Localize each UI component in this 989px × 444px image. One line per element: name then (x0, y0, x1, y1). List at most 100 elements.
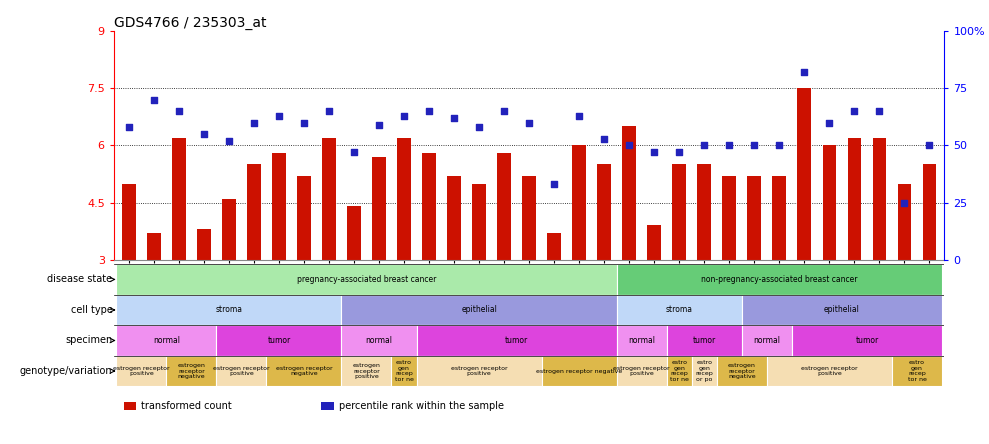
Bar (172, 138, 186, 260)
Bar (872, 138, 886, 260)
Text: non-pregnancy-associated breast cancer: non-pregnancy-associated breast cancer (701, 275, 857, 284)
Bar (297, 176, 311, 260)
Point (221, 137, 236, 144)
Bar (766, 356, 892, 386)
Bar (347, 206, 361, 260)
Bar (472, 183, 486, 260)
Point (546, 181, 562, 188)
Text: stroma: stroma (216, 305, 242, 314)
Text: cell type: cell type (70, 305, 113, 315)
Bar (898, 183, 911, 260)
Bar (266, 356, 341, 386)
Bar (341, 356, 392, 386)
Bar (797, 88, 811, 260)
Text: epithelial: epithelial (824, 305, 859, 314)
Bar (691, 356, 717, 386)
Bar (617, 325, 667, 356)
Text: tumor: tumor (692, 336, 716, 345)
Text: normal: normal (152, 336, 180, 345)
Text: normal: normal (754, 336, 780, 345)
Point (747, 142, 763, 149)
Bar (247, 164, 261, 260)
Bar (648, 226, 661, 260)
Bar (617, 295, 742, 325)
Point (621, 142, 637, 149)
Point (121, 123, 136, 131)
Text: estrogen receptor
positive: estrogen receptor positive (451, 365, 507, 377)
Text: tumor: tumor (855, 336, 878, 345)
Text: estrogen receptor
positive: estrogen receptor positive (213, 365, 270, 377)
Bar (722, 176, 736, 260)
Bar (122, 183, 135, 260)
Bar (416, 356, 542, 386)
Text: genotype/variation: genotype/variation (20, 366, 113, 376)
Point (647, 149, 663, 156)
Point (696, 142, 712, 149)
Bar (197, 229, 211, 260)
Text: disease state: disease state (47, 274, 113, 285)
Bar (667, 325, 742, 356)
Bar (117, 325, 217, 356)
Point (521, 119, 537, 126)
Bar (416, 325, 617, 356)
Bar (117, 295, 341, 325)
Point (421, 107, 437, 115)
Point (771, 142, 787, 149)
Bar (748, 176, 762, 260)
Bar (117, 356, 166, 386)
Text: normal: normal (366, 336, 393, 345)
Bar (497, 153, 511, 260)
Bar (772, 176, 786, 260)
Bar (222, 199, 235, 260)
Text: transformed count: transformed count (141, 401, 232, 411)
Point (271, 112, 287, 119)
Bar (597, 164, 611, 260)
Bar (322, 138, 336, 260)
Text: estrogen receptor negative: estrogen receptor negative (536, 369, 622, 373)
Bar (717, 356, 766, 386)
Bar (617, 356, 667, 386)
Point (847, 107, 862, 115)
Bar (823, 146, 837, 260)
Point (196, 131, 212, 138)
Bar (341, 325, 416, 356)
Text: estrogen
receptor
positive: estrogen receptor positive (352, 363, 381, 379)
Text: estrogen receptor
positive: estrogen receptor positive (613, 365, 670, 377)
Point (672, 149, 687, 156)
Bar (447, 176, 461, 260)
Text: estrogen receptor
positive: estrogen receptor positive (113, 365, 169, 377)
Text: estro
gen
recep
tor ne: estro gen recep tor ne (670, 360, 688, 382)
Text: specimen: specimen (65, 336, 113, 345)
Bar (392, 356, 416, 386)
Bar (217, 356, 266, 386)
Point (496, 107, 512, 115)
Bar (892, 356, 942, 386)
Text: GDS4766 / 235303_at: GDS4766 / 235303_at (114, 16, 266, 30)
Text: pregnancy-associated breast cancer: pregnancy-associated breast cancer (297, 275, 436, 284)
Bar (622, 127, 636, 260)
Bar (617, 264, 942, 295)
Point (721, 142, 737, 149)
Bar (522, 176, 536, 260)
Point (471, 123, 487, 131)
Text: normal: normal (628, 336, 656, 345)
Point (296, 119, 312, 126)
Bar (542, 356, 617, 386)
Text: tumor: tumor (267, 336, 291, 345)
Point (572, 112, 587, 119)
Point (371, 121, 387, 128)
Point (922, 142, 938, 149)
Text: estrogen receptor
negative: estrogen receptor negative (276, 365, 332, 377)
Text: estro
gen
recep
or po: estro gen recep or po (695, 360, 713, 382)
Text: percentile rank within the sample: percentile rank within the sample (339, 401, 504, 411)
Text: epithelial: epithelial (461, 305, 497, 314)
Bar (848, 138, 861, 260)
Text: stroma: stroma (666, 305, 692, 314)
Bar (398, 138, 410, 260)
Text: tumor: tumor (505, 336, 528, 345)
Bar (697, 164, 711, 260)
Bar (547, 233, 561, 260)
Bar (667, 356, 691, 386)
Point (596, 135, 612, 142)
Point (871, 107, 887, 115)
